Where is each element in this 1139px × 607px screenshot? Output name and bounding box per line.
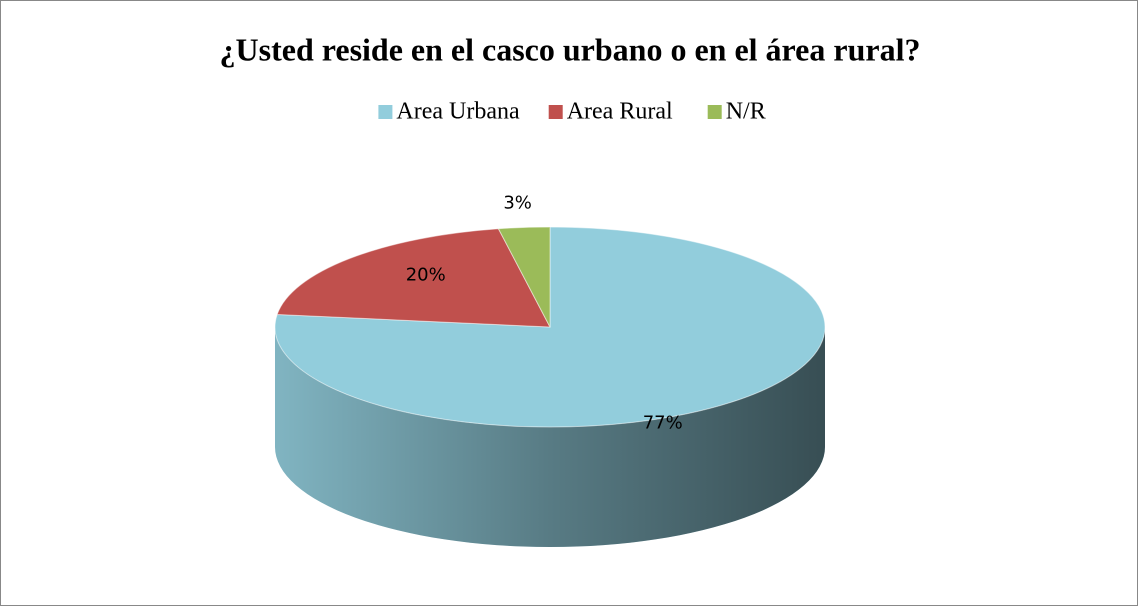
chart-title: ¿Usted reside en el casco urbano o en el… — [220, 31, 921, 67]
slice — [497, 226, 551, 328]
data-label: 3% — [503, 193, 532, 214]
legend-swatch — [378, 105, 393, 119]
slice — [276, 228, 551, 328]
legend-swatch — [548, 105, 563, 119]
data-label: 77% — [643, 412, 683, 433]
slice-side-shade — [275, 327, 825, 547]
legend-swatch — [707, 105, 722, 119]
data-label: 20% — [406, 265, 446, 286]
legend-label: Area Urbana — [396, 99, 520, 125]
legend-label: Area Rural — [567, 99, 673, 125]
legend-label: N/R — [726, 99, 766, 125]
